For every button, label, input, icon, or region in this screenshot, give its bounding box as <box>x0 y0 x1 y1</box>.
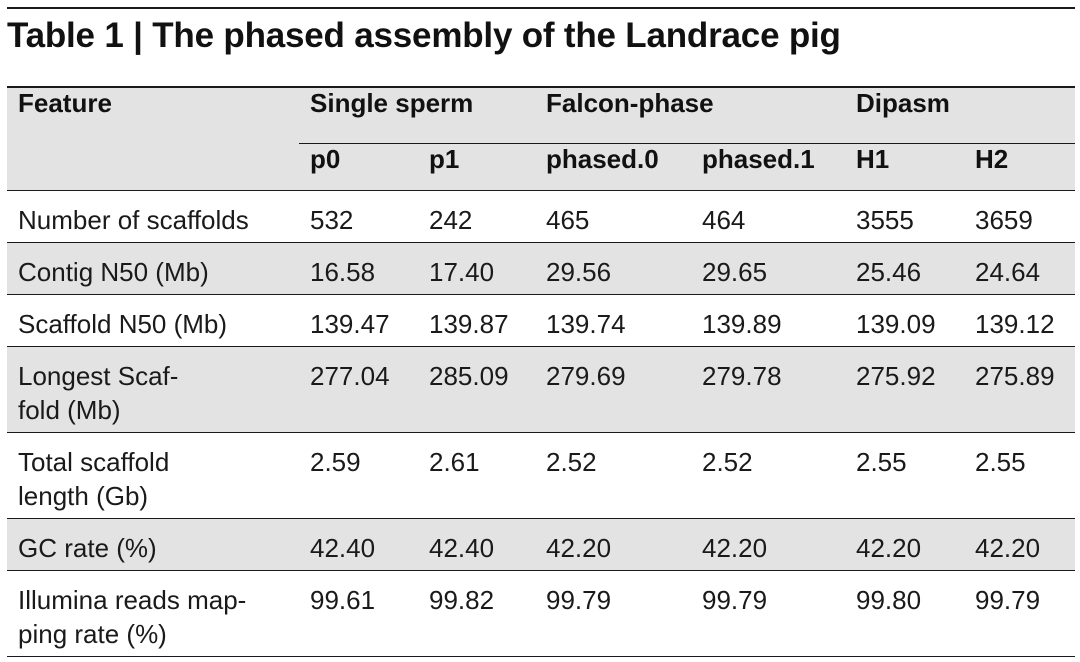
value-cell: 242 <box>429 204 473 235</box>
value-cell: 99.61 <box>310 584 376 615</box>
subheader-h2: H2 <box>975 143 1009 174</box>
value-cell: 2.59 <box>310 446 361 477</box>
subheader-p1: p1 <box>429 143 460 174</box>
table-row: GC rate (%) 42.40 42.40 42.20 42.20 42.2… <box>7 518 1076 570</box>
table-title: Table 1 | The phased assembly of the Lan… <box>7 16 841 55</box>
table-row: Illumina reads map-ping rate (%) 99.61 9… <box>7 570 1076 656</box>
value-cell: 99.79 <box>975 584 1041 615</box>
value-cell: 275.92 <box>856 360 936 391</box>
subheader-phased-0: phased.0 <box>546 143 659 174</box>
feature-cell: GC rate (%) <box>18 532 157 563</box>
subheader-p0: p0 <box>310 143 341 174</box>
top-rule <box>7 7 1075 9</box>
value-cell: 99.79 <box>702 584 768 615</box>
value-cell: 29.65 <box>702 256 768 287</box>
group-header-falcon-phase: Falcon-phase <box>535 87 845 144</box>
value-cell: 532 <box>310 204 354 235</box>
feature-header: Feature <box>18 88 112 118</box>
feature-cell: Total scaffold length (Gb) <box>18 446 170 511</box>
value-cell: 24.64 <box>975 256 1041 287</box>
value-cell: 99.80 <box>856 584 922 615</box>
value-cell: 2.61 <box>429 446 480 477</box>
value-cell: 285.09 <box>429 360 509 391</box>
value-cell: 99.79 <box>546 584 612 615</box>
value-cell: 2.52 <box>702 446 753 477</box>
subheader-phased-1: phased.1 <box>702 143 815 174</box>
header-row-groups: Feature Single sperm Falcon-phase Dipasm <box>7 87 1076 144</box>
table-row: Number of scaffolds 532 242 465 464 3555… <box>7 190 1076 242</box>
group-header-single-sperm: Single sperm <box>299 87 535 144</box>
value-cell: 464 <box>702 204 746 235</box>
value-cell: 139.89 <box>702 308 782 339</box>
value-cell: 2.55 <box>856 446 907 477</box>
value-cell: 42.20 <box>546 532 612 563</box>
group-header-dipasm: Dipasm <box>845 87 1076 144</box>
value-cell: 139.87 <box>429 308 509 339</box>
feature-cell: Scaffold N50 (Mb) <box>18 308 228 339</box>
value-cell: 42.40 <box>310 532 376 563</box>
table-row: Total scaffold length (Gb) 2.59 2.61 2.52… <box>7 432 1076 518</box>
value-cell: 42.20 <box>856 532 922 563</box>
table-row: Contig N50 (Mb) 16.58 17.40 29.56 29.65 … <box>7 242 1076 294</box>
value-cell: 42.20 <box>702 532 768 563</box>
value-cell: 465 <box>546 204 590 235</box>
feature-cell: Contig N50 (Mb) <box>18 256 209 287</box>
assembly-table: Feature Single sperm Falcon-phase Dipasm… <box>7 86 1076 657</box>
value-cell: 139.74 <box>546 308 626 339</box>
value-cell: 99.82 <box>429 584 495 615</box>
table-row: Scaffold N50 (Mb) 139.47 139.87 139.74 1… <box>7 294 1076 346</box>
feature-cell: Longest Scaf-fold (Mb) <box>18 360 179 425</box>
feature-cell: Number of scaffolds <box>18 204 249 235</box>
value-cell: 17.40 <box>429 256 495 287</box>
value-cell: 279.69 <box>546 360 626 391</box>
value-cell: 139.47 <box>310 308 390 339</box>
value-cell: 25.46 <box>856 256 922 287</box>
value-cell: 3555 <box>856 204 914 235</box>
value-cell: 2.55 <box>975 446 1026 477</box>
table-row: Longest Scaf-fold (Mb) 277.04 285.09 279… <box>7 346 1076 432</box>
value-cell: 29.56 <box>546 256 612 287</box>
value-cell: 139.09 <box>856 308 936 339</box>
value-cell: 3659 <box>975 204 1033 235</box>
value-cell: 42.40 <box>429 532 495 563</box>
value-cell: 277.04 <box>310 360 390 391</box>
value-cell: 16.58 <box>310 256 376 287</box>
value-cell: 42.20 <box>975 532 1041 563</box>
value-cell: 2.52 <box>546 446 597 477</box>
value-cell: 275.89 <box>975 360 1055 391</box>
value-cell: 279.78 <box>702 360 782 391</box>
feature-cell: Illumina reads map-ping rate (%) <box>18 584 247 649</box>
subheader-h1: H1 <box>856 143 890 174</box>
value-cell: 139.12 <box>975 308 1055 339</box>
